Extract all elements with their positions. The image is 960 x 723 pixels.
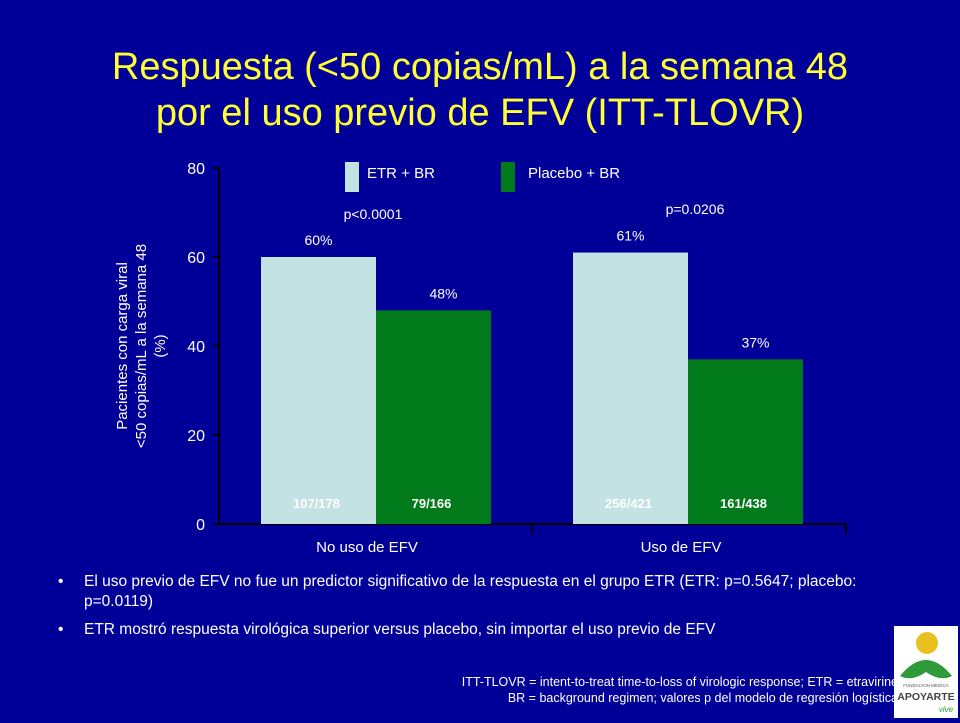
y-tick-label: 0 xyxy=(196,517,205,534)
logo-top-text: FUNDACION MEDICA xyxy=(903,683,949,688)
bar xyxy=(573,252,688,525)
y-axis-label: Pacientes con carga viral <50 copias/mL a… xyxy=(114,244,169,448)
bar-count-label: 161/438 xyxy=(720,496,767,511)
legend-swatch xyxy=(345,162,359,192)
apoyarte-logo: FUNDACION MEDICA APOYARTE vive xyxy=(894,626,958,718)
legend-swatch xyxy=(501,162,515,192)
slide-title-line1: Respuesta (<50 copias/mL) a la semana 48 xyxy=(111,46,849,88)
slide-title-line2: por el uso previo de EFV (ITT-TLOVR) xyxy=(155,92,805,134)
bullet-marker: • xyxy=(58,621,64,638)
bar xyxy=(376,310,491,524)
bar-value-label: 61% xyxy=(616,228,644,244)
bar-count-label: 107/178 xyxy=(293,496,340,511)
bar-value-label: 37% xyxy=(741,334,769,350)
y-tick-label: 20 xyxy=(187,428,205,445)
apoyarte-logo-graphic: FUNDACION MEDICA APOYARTE vive xyxy=(897,632,955,714)
y-axis-label-line: Pacientes con carga viral xyxy=(114,262,131,430)
y-tick-label: 40 xyxy=(187,339,205,356)
x-category-label: No uso de EFV xyxy=(316,539,418,556)
logo-hands-icon xyxy=(900,660,952,679)
x-category-label: Uso de EFV xyxy=(641,539,722,556)
footnote: ITT-TLOVR = intent-to-treat time-to-loss… xyxy=(462,674,898,706)
p-value-annotation: p<0.0001 xyxy=(344,206,403,222)
bar-value-label: 48% xyxy=(429,285,457,301)
footnote-line2: BR = background regimen; valores p del m… xyxy=(507,691,898,705)
bar-chart: 0 20 40 60 80 Pacientes con carga viral <50 co… xyxy=(114,161,847,556)
bar xyxy=(688,359,803,524)
bullet-list: • El uso previo de EFV no fue un predict… xyxy=(58,572,918,648)
logo-name: APOYARTE xyxy=(897,691,954,703)
logo-sun-icon xyxy=(916,632,938,654)
y-tick-label: 60 xyxy=(187,250,205,267)
bar-count-label: 79/166 xyxy=(412,496,452,511)
bullet-text-1: El uso previo de EFV no fue un predictor… xyxy=(84,573,857,610)
y-axis-label-line: (%) xyxy=(152,334,169,357)
legend-label: ETR + BR xyxy=(367,165,435,182)
bar xyxy=(261,257,376,524)
bullet-marker: • xyxy=(58,573,64,590)
logo-tag: vive xyxy=(939,705,954,714)
legend-label: Placebo + BR xyxy=(528,165,620,182)
p-value-annotation: p=0.0206 xyxy=(666,201,725,217)
bullet-item-2: • ETR mostró respuesta virológica superi… xyxy=(58,620,918,640)
bar-value-label: 60% xyxy=(304,232,332,248)
bullet-text-2: ETR mostró respuesta virológica superior… xyxy=(84,621,716,638)
bar-count-label: 256/421 xyxy=(605,496,652,511)
slide-title: Respuesta (<50 copias/mL) a la semana 48… xyxy=(0,44,960,136)
bullet-item-1: • El uso previo de EFV no fue un predict… xyxy=(58,572,918,612)
y-tick-label: 80 xyxy=(187,161,205,178)
footnote-line1: ITT-TLOVR = intent-to-treat time-to-loss… xyxy=(461,675,898,689)
y-axis-label-line: <50 copias/mL a la semana 48 xyxy=(133,244,150,448)
